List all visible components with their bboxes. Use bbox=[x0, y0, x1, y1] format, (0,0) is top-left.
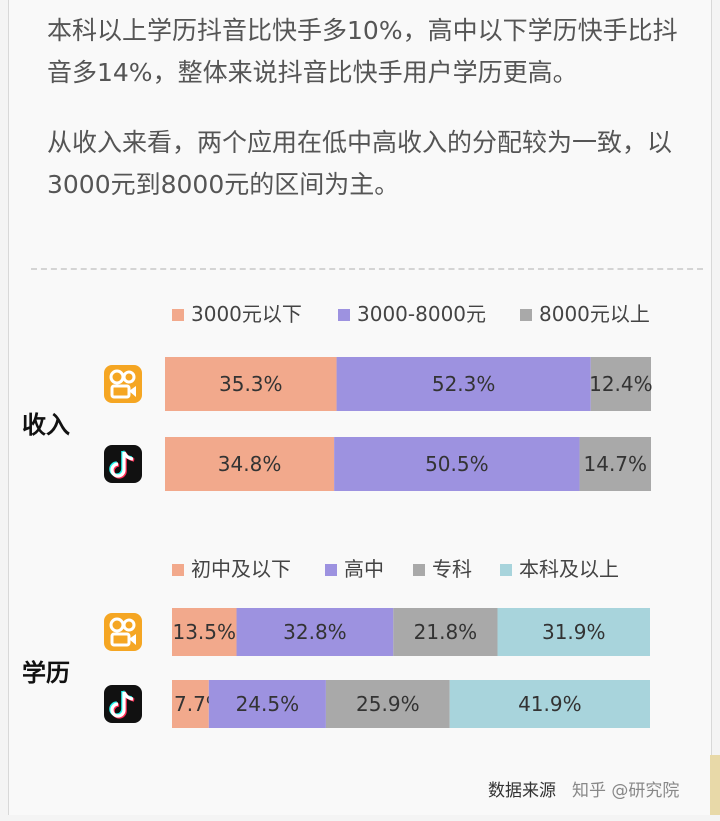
bar-segment-1-1-1 bbox=[165, 357, 337, 411]
douyin-logo-icon bbox=[104, 445, 142, 483]
bar-label-2-1-4: 31.9% bbox=[542, 620, 606, 644]
dashed-divider bbox=[31, 268, 703, 270]
legend-swatch-2-4 bbox=[500, 564, 512, 576]
watermark: 知乎 @研究院 bbox=[572, 781, 680, 801]
scrollbar[interactable] bbox=[710, 755, 720, 815]
intro-paragraph-2: 从收入来看，两个应用在低中高收入的分配较为一致，以3000元到8000元的区间为… bbox=[47, 128, 673, 199]
legend-label-1-2: 3000-8000元 bbox=[357, 302, 486, 326]
bar-label-1-1-2: 52.3% bbox=[432, 372, 496, 396]
bar-label-1-2-2: 50.5% bbox=[425, 452, 489, 476]
kuaishou-logo-icon bbox=[104, 613, 142, 651]
bar-segment-1-2-3 bbox=[579, 437, 651, 491]
bar-label-2-1-2: 32.8% bbox=[283, 620, 347, 644]
bar-segment-2-1-3 bbox=[393, 608, 498, 656]
legend-label-1-3: 8000元以上 bbox=[539, 302, 650, 326]
bar-label-1-2-3: 14.7% bbox=[584, 452, 648, 476]
row-label-1: 收入 bbox=[22, 411, 70, 439]
bar-segment-1-2-2 bbox=[334, 437, 580, 491]
bar-segment-2-2-3 bbox=[325, 680, 450, 728]
legend-swatch-2-3 bbox=[413, 564, 425, 576]
legend-swatch-1-3 bbox=[520, 309, 532, 321]
bar-label-2-2-2: 24.5% bbox=[236, 692, 300, 716]
legend-swatch-1-2 bbox=[338, 309, 350, 321]
bar-label-2-2-3: 25.9% bbox=[356, 692, 420, 716]
douyin-logo-icon bbox=[104, 685, 142, 723]
bar-segment-2-2-4 bbox=[449, 680, 650, 728]
row-label-2: 学历 bbox=[22, 659, 70, 687]
source-label: 数据来源 bbox=[488, 781, 556, 801]
legend-label-1-1: 3000元以下 bbox=[191, 302, 302, 326]
legend-swatch-1-1 bbox=[172, 309, 184, 321]
bar-segment-2-1-1 bbox=[172, 608, 237, 656]
kuaishou-logo-icon bbox=[104, 365, 142, 403]
intro-text: 本科以上学历抖音比快手多10%，高中以下学历快手比抖音多14%，整体来说抖音比快… bbox=[47, 10, 687, 234]
legend-label-2-2: 高中 bbox=[344, 557, 384, 581]
bar-label-1-1-1: 35.3% bbox=[219, 372, 283, 396]
bar-label-2-2-4: 41.9% bbox=[518, 692, 582, 716]
intro-paragraph-1: 本科以上学历抖音比快手多10%，高中以下学历快手比抖音多14%，整体来说抖音比快… bbox=[47, 16, 678, 87]
bar-label-2-1-1: 13.5% bbox=[172, 620, 236, 644]
bar-segment-2-1-2 bbox=[236, 608, 394, 656]
bar-segment-2-2-2 bbox=[208, 680, 326, 728]
bar-label-2-1-3: 21.8% bbox=[414, 620, 478, 644]
bar-segment-2-1-4 bbox=[497, 608, 650, 656]
legend-label-2-4: 本科及以上 bbox=[519, 557, 619, 581]
bar-label-1-1-3: 12.4% bbox=[589, 372, 653, 396]
bar-segment-1-1-3 bbox=[590, 357, 651, 411]
legend-label-2-3: 专科 bbox=[432, 557, 472, 581]
bar-segment-1-2-1 bbox=[165, 437, 335, 491]
legend-label-2-1: 初中及以下 bbox=[191, 557, 291, 581]
bar-segment-2-2-1 bbox=[172, 680, 209, 728]
bar-segment-1-1-2 bbox=[336, 357, 591, 411]
legend-swatch-2-2 bbox=[325, 564, 337, 576]
legend-swatch-2-1 bbox=[172, 564, 184, 576]
bar-label-1-2-1: 34.8% bbox=[218, 452, 282, 476]
